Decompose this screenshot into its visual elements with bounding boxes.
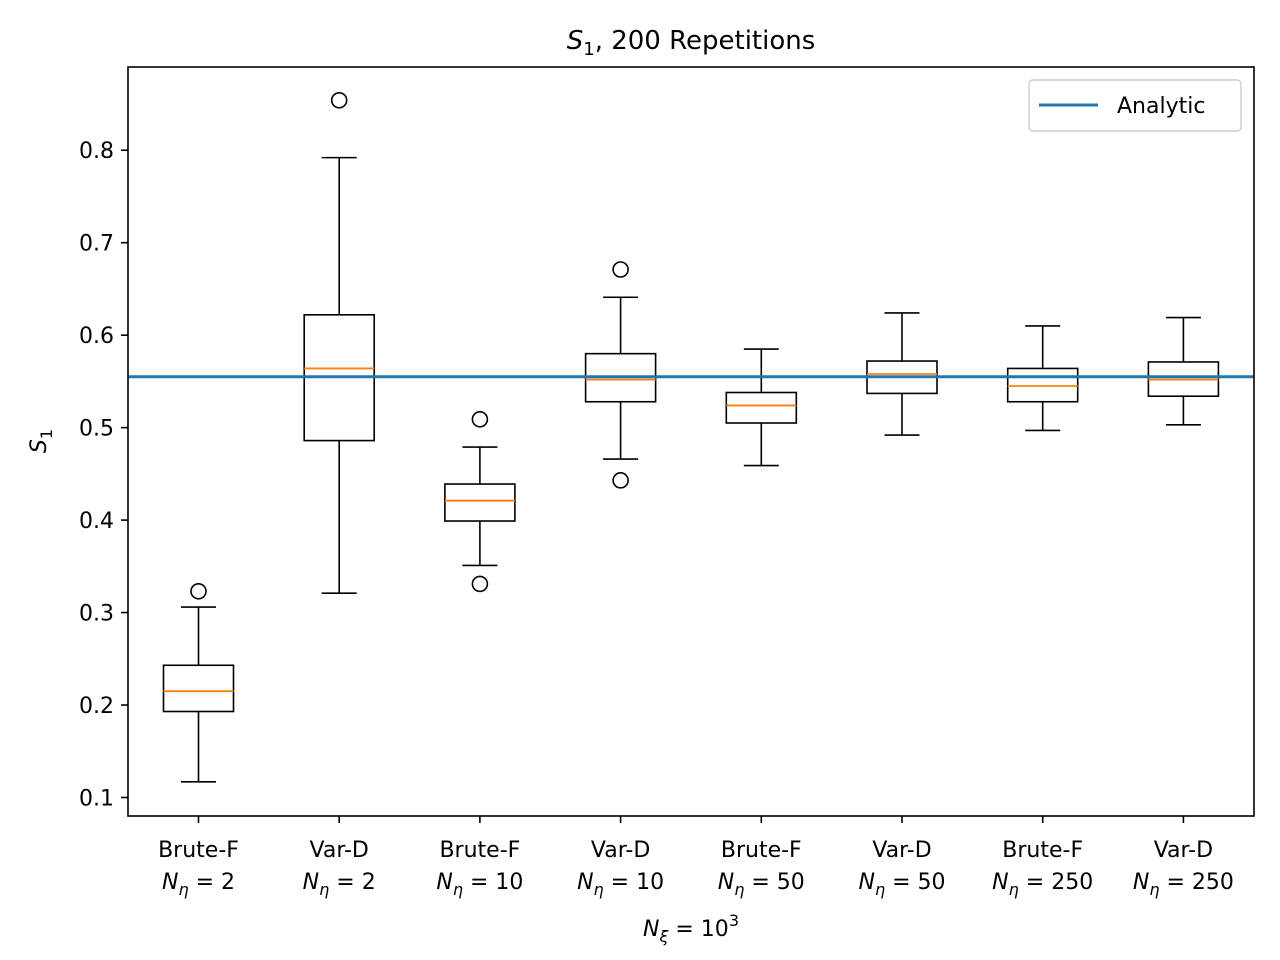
x-tick-label-neta: Nη = 10 [436, 870, 523, 899]
title-rest: , 200 Repetitions [595, 26, 816, 56]
y-tick-label: 0.3 [79, 602, 114, 627]
legend: Analytic [1028, 79, 1242, 132]
y-tick-label: 0.8 [79, 139, 114, 164]
x-tick-label-method: Var-D [872, 838, 931, 863]
title-symbol: S [567, 26, 584, 56]
x-tick-label-method: Var-D [310, 838, 369, 863]
box-iqr [444, 483, 516, 522]
y-tick-label: 0.6 [79, 324, 114, 349]
outlier-point [612, 472, 629, 489]
xlabel-equals: = 10 [668, 917, 728, 942]
legend-box [1028, 79, 1242, 132]
y-tick-label: 0.4 [79, 509, 114, 534]
xlabel-symbol: N [643, 917, 659, 942]
outlier-point [190, 582, 207, 600]
box-group [444, 411, 516, 593]
y-axis-ticks: 0.1 0.2 0.3 0.4 0.5 0.6 0.7 0.8 [79, 139, 128, 812]
plot-area [128, 91, 1254, 783]
title-subscript: 1 [583, 39, 594, 60]
x-tick-label-neta: Nη = 50 [718, 870, 805, 899]
outlier-point [471, 411, 489, 428]
box-group [162, 582, 235, 783]
x-tick-label-method: Var-D [1154, 838, 1213, 863]
x-axis-ticks: Brute-F Nη = 2 Var-D Nη = 2 Brute-F Nη = 10 Va… [158, 816, 1234, 899]
xlabel-superscript: 3 [729, 911, 739, 930]
outlier-point [330, 91, 348, 109]
x-tick-label-neta: Nη = 2 [303, 870, 376, 899]
xlabel-subscript: ξ [658, 927, 669, 946]
x-tick-label-method: Brute-F [1002, 838, 1083, 863]
legend-analytic-label: Analytic [1117, 94, 1205, 119]
y-tick-label: 0.1 [79, 787, 114, 812]
x-tick-label-method: Brute-F [439, 838, 520, 863]
x-tick-label-method: Var-D [591, 838, 650, 863]
x-tick-label-neta: Nη = 10 [577, 870, 664, 899]
x-tick-label-method: Brute-F [721, 838, 802, 863]
x-tick-label-neta: Nη = 250 [1133, 870, 1234, 899]
ylabel-symbol: S [27, 439, 52, 453]
x-tick-label-neta: Nη = 50 [858, 870, 945, 899]
y-tick-label: 0.7 [79, 232, 114, 257]
box-iqr [162, 664, 235, 713]
box-group [584, 261, 657, 489]
chart-title: S1, 200 Repetitions [567, 26, 816, 60]
ylabel-subscript: 1 [37, 429, 56, 439]
box-iqr [1006, 367, 1079, 403]
outlier-point [471, 575, 489, 593]
x-tick-label-neta: Nη = 250 [992, 870, 1093, 899]
plot-frame [127, 66, 1255, 817]
y-tick-label: 0.5 [79, 417, 114, 442]
y-axis-label: S1 [27, 429, 56, 453]
x-axis-label: Nξ = 103 [643, 911, 739, 946]
outlier-point [612, 261, 629, 278]
box-group [725, 348, 798, 467]
box-group [1147, 316, 1220, 426]
box-iqr [725, 391, 798, 424]
box-group [1006, 325, 1079, 432]
x-tick-label-method: Brute-F [158, 838, 239, 863]
y-tick-label: 0.2 [79, 694, 114, 719]
x-tick-label-neta: Nη = 2 [162, 870, 235, 899]
